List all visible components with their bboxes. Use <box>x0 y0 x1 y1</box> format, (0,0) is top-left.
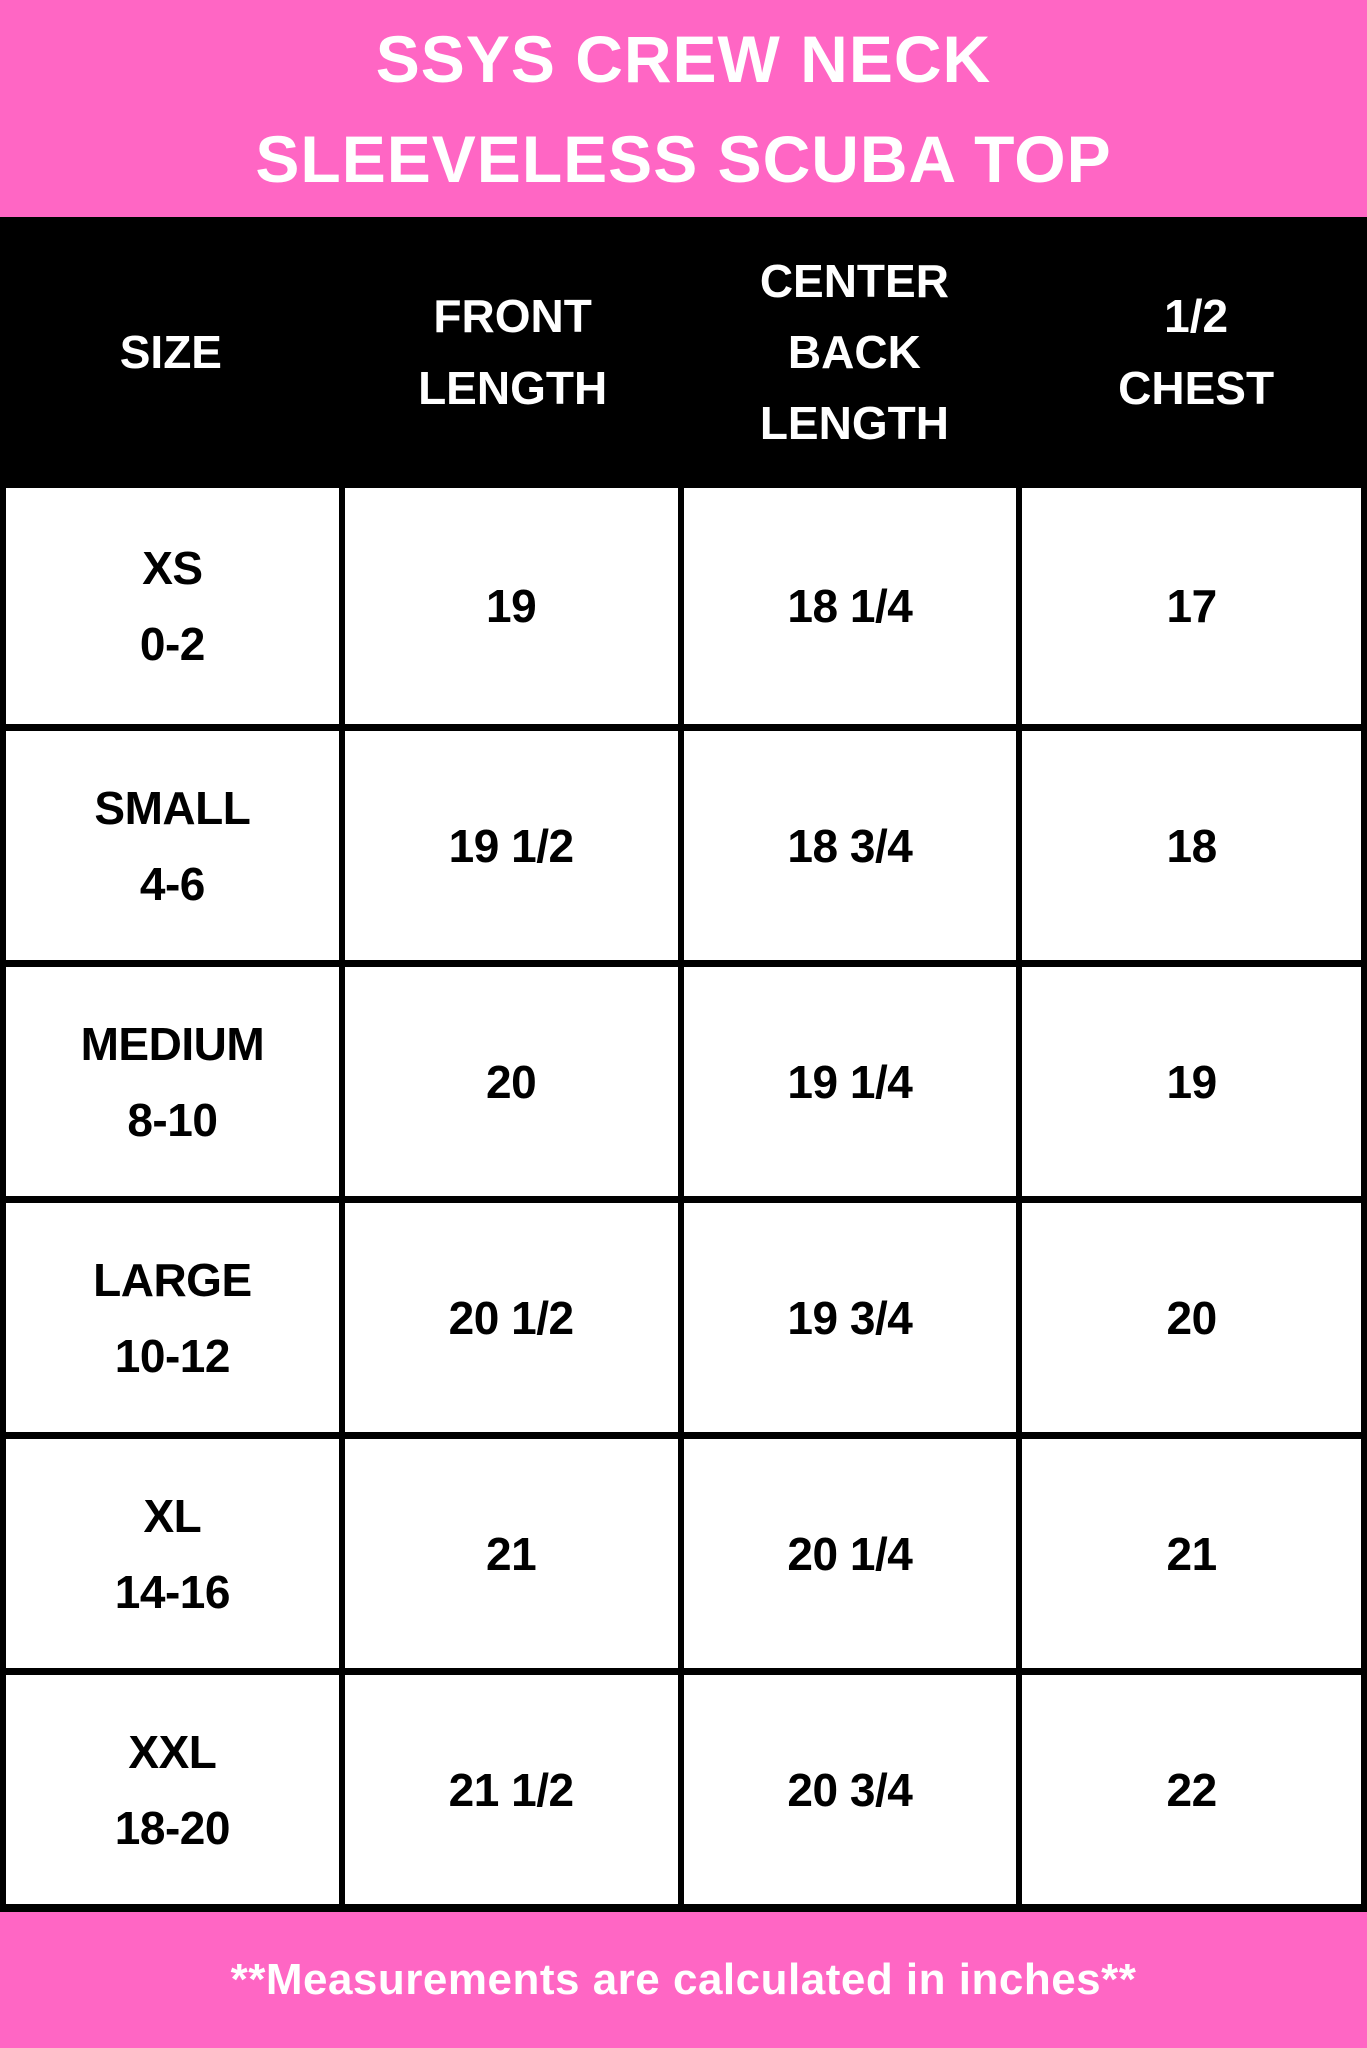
half-chest-cell: 17 <box>1022 488 1361 724</box>
center-back-length-cell: 18 3/4 <box>683 731 1023 960</box>
table-row-medium: MEDIUM 8-10 20 19 1/4 19 <box>6 960 1361 1196</box>
front-length-cell: 21 1/2 <box>344 1675 684 1904</box>
title-band: SSYS CREW NECK SLEEVELESS SCUBA TOP <box>0 0 1367 217</box>
size-cell: MEDIUM 8-10 <box>6 967 345 1196</box>
size-label: XL <box>143 1489 202 1542</box>
table-row-xs: XS 0-2 19 18 1/4 17 <box>6 488 1361 724</box>
front-length-cell: 20 1/2 <box>344 1203 684 1432</box>
size-range: 0-2 <box>139 618 205 670</box>
size-label: SMALL <box>94 781 251 834</box>
half-chest-cell: 20 <box>1022 1203 1361 1432</box>
size-chart-table: XS 0-2 19 18 1/4 17 SMALL 4-6 19 1/2 18 … <box>0 488 1367 1912</box>
size-range: 8-10 <box>127 1093 218 1146</box>
footer-band: **Measurements are calculated in inches*… <box>0 1912 1367 2048</box>
size-range: 10-12 <box>114 1329 231 1382</box>
front-length-cell: 19 <box>344 488 684 724</box>
column-header-front-length: FRONT LENGTH <box>418 290 608 414</box>
size-cell: XS 0-2 <box>6 488 345 724</box>
size-cell: XL 14-16 <box>6 1439 345 1668</box>
center-back-length-cell: 18 1/4 <box>683 488 1023 724</box>
size-cell: SMALL 4-6 <box>6 731 345 960</box>
size-cell: XXL 18-20 <box>6 1675 345 1904</box>
front-length-cell: 21 <box>344 1439 684 1668</box>
half-chest-cell: 22 <box>1022 1675 1361 1904</box>
column-header-center-back-length: CENTER BACK LENGTH <box>759 254 949 450</box>
size-range: 4-6 <box>139 857 205 910</box>
size-range: 14-16 <box>114 1565 231 1618</box>
table-row-small: SMALL 4-6 19 1/2 18 3/4 18 <box>6 724 1361 960</box>
half-chest-cell: 18 <box>1022 731 1361 960</box>
column-header-size: SIZE <box>119 325 222 378</box>
measurement-note: **Measurements are calculated in inches*… <box>230 1955 1137 2004</box>
table-row-xxl: XXL 18-20 21 1/2 20 3/4 22 <box>6 1668 1361 1904</box>
size-label: LARGE <box>93 1253 252 1306</box>
size-label: XS <box>142 542 203 594</box>
size-range: 18-20 <box>114 1801 231 1854</box>
front-length-cell: 19 1/2 <box>344 731 684 960</box>
page-title-line-2: SLEEVELESS SCUBA TOP <box>255 121 1112 196</box>
center-back-length-cell: 19 1/4 <box>683 967 1023 1196</box>
column-header-half-chest: 1/2 CHEST <box>1118 290 1275 414</box>
center-back-length-cell: 20 1/4 <box>683 1439 1023 1668</box>
page-title-line-1: SSYS CREW NECK <box>375 21 992 96</box>
size-cell: LARGE 10-12 <box>6 1203 345 1432</box>
center-back-length-cell: 19 3/4 <box>683 1203 1023 1432</box>
center-back-length-cell: 20 3/4 <box>683 1675 1023 1904</box>
table-row-large: LARGE 10-12 20 1/2 19 3/4 20 <box>6 1196 1361 1432</box>
table-row-xl: XL 14-16 21 20 1/4 21 <box>6 1432 1361 1668</box>
size-label: XXL <box>128 1725 217 1778</box>
size-label: MEDIUM <box>80 1017 265 1070</box>
front-length-cell: 20 <box>344 967 684 1196</box>
half-chest-cell: 21 <box>1022 1439 1361 1668</box>
half-chest-cell: 19 <box>1022 967 1361 1196</box>
table-header-row: SIZE FRONT LENGTH CENTER BACK LENGTH 1/2… <box>0 217 1367 488</box>
